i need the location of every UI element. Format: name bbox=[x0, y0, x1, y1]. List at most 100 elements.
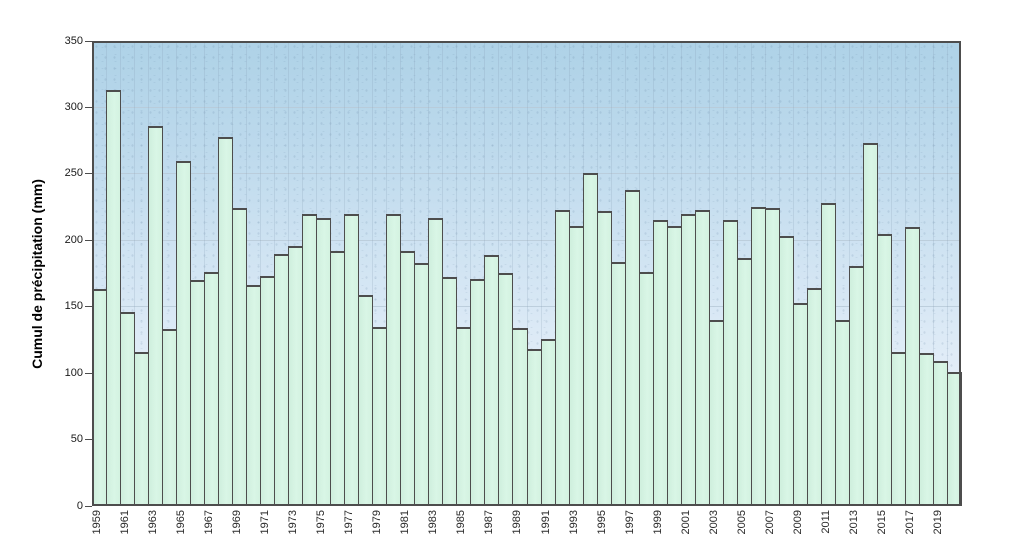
x-tick-label: 2019 bbox=[932, 510, 944, 535]
bar-2009 bbox=[793, 303, 808, 506]
x-tick-label: 1987 bbox=[483, 510, 495, 535]
x-tick-label: 1963 bbox=[147, 510, 159, 535]
y-tick-label: 250 bbox=[64, 167, 83, 180]
bar-2012 bbox=[835, 320, 850, 506]
bar-1971 bbox=[260, 276, 275, 506]
bar-2004 bbox=[723, 220, 738, 506]
bar-2016 bbox=[891, 352, 906, 506]
x-tick-label: 1995 bbox=[596, 510, 608, 535]
bar-1982 bbox=[414, 263, 429, 506]
x-tick-label: 1999 bbox=[652, 510, 664, 535]
bar-1998 bbox=[639, 272, 654, 506]
bar-2011 bbox=[821, 203, 836, 506]
y-tick bbox=[85, 505, 92, 507]
x-tick-label: 1997 bbox=[624, 510, 636, 535]
x-gridline bbox=[932, 41, 934, 506]
bar-1979 bbox=[372, 327, 387, 506]
bar-1988 bbox=[498, 273, 513, 506]
bar-2002 bbox=[695, 210, 710, 506]
bar-2008 bbox=[779, 236, 794, 506]
x-tick-label: 1971 bbox=[259, 510, 271, 535]
x-gridline bbox=[259, 41, 261, 506]
x-gridline bbox=[469, 41, 471, 506]
y-gridline bbox=[92, 239, 961, 241]
x-gridline bbox=[371, 41, 373, 506]
bar-1976 bbox=[330, 251, 345, 506]
y-tick bbox=[85, 106, 92, 108]
bar-2013 bbox=[849, 266, 864, 506]
x-tick-label: 1973 bbox=[287, 510, 299, 535]
bar-1991 bbox=[541, 339, 556, 506]
x-gridline bbox=[133, 41, 135, 506]
bar-2019 bbox=[933, 361, 948, 506]
y-tick-label: 200 bbox=[64, 233, 83, 246]
bar-1986 bbox=[470, 279, 485, 506]
bar-2010 bbox=[807, 288, 822, 506]
bar-1993 bbox=[569, 226, 584, 506]
bar-1959 bbox=[92, 289, 107, 506]
x-tick-label: 1977 bbox=[343, 510, 355, 535]
bar-1994 bbox=[583, 173, 598, 506]
bar-1975 bbox=[316, 218, 331, 506]
x-tick-label: 2007 bbox=[764, 510, 776, 535]
x-tick-label: 1989 bbox=[511, 510, 523, 535]
x-gridline bbox=[455, 41, 457, 506]
bar-1999 bbox=[653, 220, 668, 506]
x-gridline bbox=[946, 41, 948, 506]
bar-1970 bbox=[246, 285, 261, 506]
x-tick-label: 1969 bbox=[231, 510, 243, 535]
bar-2005 bbox=[737, 258, 752, 506]
x-tick-label: 1993 bbox=[568, 510, 580, 535]
bar-1981 bbox=[400, 251, 415, 506]
bar-1965 bbox=[176, 161, 191, 506]
x-tick-label: 2003 bbox=[708, 510, 720, 535]
x-tick-label: 2009 bbox=[792, 510, 804, 535]
y-gridline bbox=[92, 106, 961, 108]
bar-1960 bbox=[106, 90, 121, 506]
y-tick-label: 300 bbox=[64, 100, 83, 113]
bar-2006 bbox=[751, 207, 766, 506]
bar-1968 bbox=[218, 137, 233, 506]
x-tick-label: 1967 bbox=[203, 510, 215, 535]
x-gridline bbox=[540, 41, 542, 506]
x-tick-label: 1979 bbox=[371, 510, 383, 535]
bar-2015 bbox=[877, 234, 892, 506]
y-tick-label: 50 bbox=[70, 433, 83, 446]
y-tick-label: 150 bbox=[64, 300, 83, 313]
x-tick-label: 2015 bbox=[876, 510, 888, 535]
y-tick bbox=[85, 439, 92, 441]
x-tick-label: 1965 bbox=[175, 510, 187, 535]
x-tick-label: 2013 bbox=[848, 510, 860, 535]
bar-2001 bbox=[681, 214, 696, 506]
bar-1978 bbox=[358, 295, 373, 506]
x-tick-label: 2001 bbox=[680, 510, 692, 535]
y-gridline bbox=[92, 173, 961, 175]
bar-1983 bbox=[428, 218, 443, 506]
bar-1985 bbox=[456, 327, 471, 506]
bar-2007 bbox=[765, 208, 780, 506]
bar-1973 bbox=[288, 246, 303, 506]
x-tick-label: 2017 bbox=[904, 510, 916, 535]
x-tick-label: 1959 bbox=[91, 510, 103, 535]
plot-area bbox=[92, 41, 962, 506]
bar-2000 bbox=[667, 226, 682, 506]
bar-1962 bbox=[134, 352, 149, 506]
y-tick bbox=[85, 306, 92, 308]
x-tick-label: 1985 bbox=[455, 510, 467, 535]
bar-1990 bbox=[527, 349, 542, 506]
bar-1969 bbox=[232, 208, 247, 506]
x-tick-label: 1961 bbox=[119, 510, 131, 535]
bar-1977 bbox=[344, 214, 359, 506]
x-tick-label: 1991 bbox=[540, 510, 552, 535]
bar-1972 bbox=[274, 254, 289, 506]
x-tick-label: 2005 bbox=[736, 510, 748, 535]
bar-1963 bbox=[148, 126, 163, 506]
y-tick-label: 100 bbox=[64, 366, 83, 379]
bar-2017 bbox=[905, 227, 920, 506]
bar-1987 bbox=[484, 255, 499, 506]
x-tick-label: 2011 bbox=[820, 510, 832, 534]
y-tick bbox=[85, 173, 92, 175]
x-tick-label: 1975 bbox=[315, 510, 327, 535]
bar-1984 bbox=[442, 277, 457, 506]
